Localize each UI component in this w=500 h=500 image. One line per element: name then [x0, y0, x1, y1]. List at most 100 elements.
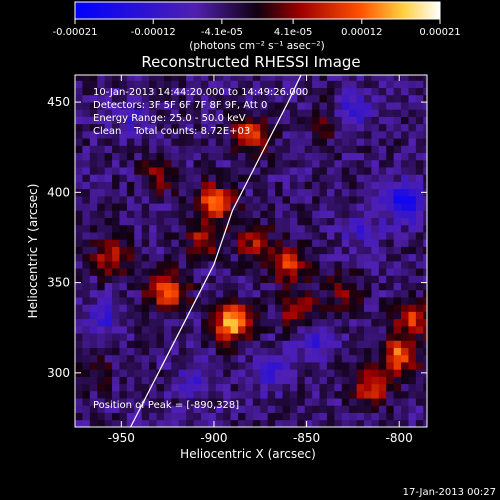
- heatmap-cell: [408, 94, 417, 103]
- heatmap-cell: [341, 130, 350, 139]
- heatmap-cell: [386, 275, 395, 283]
- heatmap-cell: [75, 398, 83, 406]
- heatmap-cell: [238, 333, 246, 341]
- heatmap-cell: [82, 224, 91, 233]
- heatmap-cell: [156, 138, 165, 146]
- heatmap-cell: [304, 109, 313, 117]
- heatmap-cell: [119, 130, 128, 139]
- heatmap-cell: [112, 412, 120, 421]
- heatmap-cell: [171, 347, 180, 356]
- heatmap-cell: [289, 340, 298, 348]
- heatmap-cell: [112, 282, 120, 291]
- heatmap-cell: [349, 195, 357, 204]
- heatmap-cell: [371, 224, 380, 233]
- heatmap-cell: [260, 340, 269, 348]
- colorbar: -0.00021 -0.00012 -4.1e-05 4.1e-05 0.00012 0.…: [53, 1, 461, 52]
- heatmap-cell: [326, 188, 335, 197]
- heatmap-cell: [319, 224, 328, 233]
- heatmap-cell: [289, 102, 298, 110]
- heatmap-cell: [119, 419, 128, 427]
- heatmap-cell: [415, 224, 424, 233]
- heatmap-cell: [230, 232, 239, 240]
- heatmap-cell: [423, 167, 427, 175]
- heatmap-cell: [275, 311, 283, 320]
- heatmap-cell: [178, 239, 187, 247]
- heatmap-cell: [304, 333, 313, 341]
- heatmap-cell: [208, 239, 217, 247]
- heatmap-cell: [289, 390, 298, 399]
- heatmap-cell: [156, 369, 165, 377]
- heatmap-cell: [289, 253, 298, 262]
- heatmap-cell: [386, 318, 395, 327]
- heatmap-cell: [171, 102, 180, 110]
- heatmap-cell: [341, 398, 350, 406]
- heatmap-cell: [401, 376, 409, 385]
- heatmap-cell: [282, 123, 291, 132]
- heatmap-cell: [238, 224, 246, 233]
- heatmap-cell: [267, 145, 276, 154]
- heatmap-cell: [119, 347, 128, 356]
- heatmap-cell: [312, 268, 320, 276]
- heatmap-cell: [312, 75, 320, 81]
- heatmap-cell: [119, 123, 128, 132]
- heatmap-cell: [112, 130, 120, 139]
- heatmap-cell: [282, 203, 291, 211]
- heatmap-cell: [82, 268, 91, 276]
- heatmap-cell: [186, 123, 194, 132]
- heatmap-cell: [134, 325, 143, 334]
- heatmap-cell: [408, 246, 417, 255]
- heatmap-cell: [423, 239, 427, 247]
- heatmap-cell: [208, 282, 217, 291]
- heatmap-cell: [200, 282, 209, 291]
- heatmap-cell: [393, 188, 402, 197]
- heatmap-cell: [171, 167, 180, 175]
- heatmap-cell: [104, 152, 113, 161]
- heatmap-cell: [423, 145, 427, 154]
- colorbar-tick-label: -4.1e-05: [201, 27, 243, 38]
- heatmap-cell: [275, 217, 283, 226]
- heatmap-cell: [371, 188, 380, 197]
- heatmap-cell: [364, 318, 372, 327]
- heatmap-cell: [349, 102, 357, 110]
- heatmap-cell: [356, 123, 365, 132]
- heatmap-cell: [275, 181, 283, 190]
- heatmap-cell: [297, 159, 306, 168]
- heatmap-cell: [319, 80, 328, 89]
- heatmap-cell: [193, 138, 202, 146]
- heatmap-cell: [82, 145, 91, 154]
- heatmap-cell: [82, 333, 91, 341]
- heatmap-cell: [200, 188, 209, 197]
- heatmap-cell: [297, 239, 306, 247]
- heatmap-cell: [393, 376, 402, 385]
- heatmap-cell: [334, 398, 343, 406]
- heatmap-cell: [112, 188, 120, 197]
- heatmap-cell: [378, 412, 387, 421]
- heatmap-cell: [119, 405, 128, 413]
- heatmap-cell: [223, 80, 232, 89]
- heatmap-cell: [134, 289, 143, 298]
- heatmap-cell: [200, 109, 209, 117]
- heatmap-cell: [267, 181, 276, 190]
- heatmap-cell: [312, 318, 320, 327]
- heatmap-cell: [371, 116, 380, 125]
- heatmap-cell: [156, 239, 165, 247]
- heatmap-cell: [341, 369, 350, 377]
- heatmap-cell: [356, 138, 365, 146]
- heatmap-cell: [245, 275, 254, 283]
- heatmap-cell: [408, 304, 417, 312]
- heatmap-cell: [289, 116, 298, 125]
- heatmap-cell: [260, 275, 269, 283]
- heatmap-cell: [89, 217, 98, 226]
- heatmap-cell: [186, 239, 194, 247]
- heatmap-cell: [230, 159, 239, 168]
- heatmap-cell: [245, 260, 254, 269]
- heatmap-cell: [141, 203, 150, 211]
- heatmap-cell: [401, 311, 409, 320]
- heatmap-cell: [393, 362, 402, 370]
- heatmap-cell: [104, 87, 113, 96]
- heatmap-cell: [112, 376, 120, 385]
- heatmap-cell: [401, 167, 409, 175]
- heatmap-cell: [304, 398, 313, 406]
- heatmap-cell: [89, 311, 98, 320]
- heatmap-cell: [97, 210, 106, 219]
